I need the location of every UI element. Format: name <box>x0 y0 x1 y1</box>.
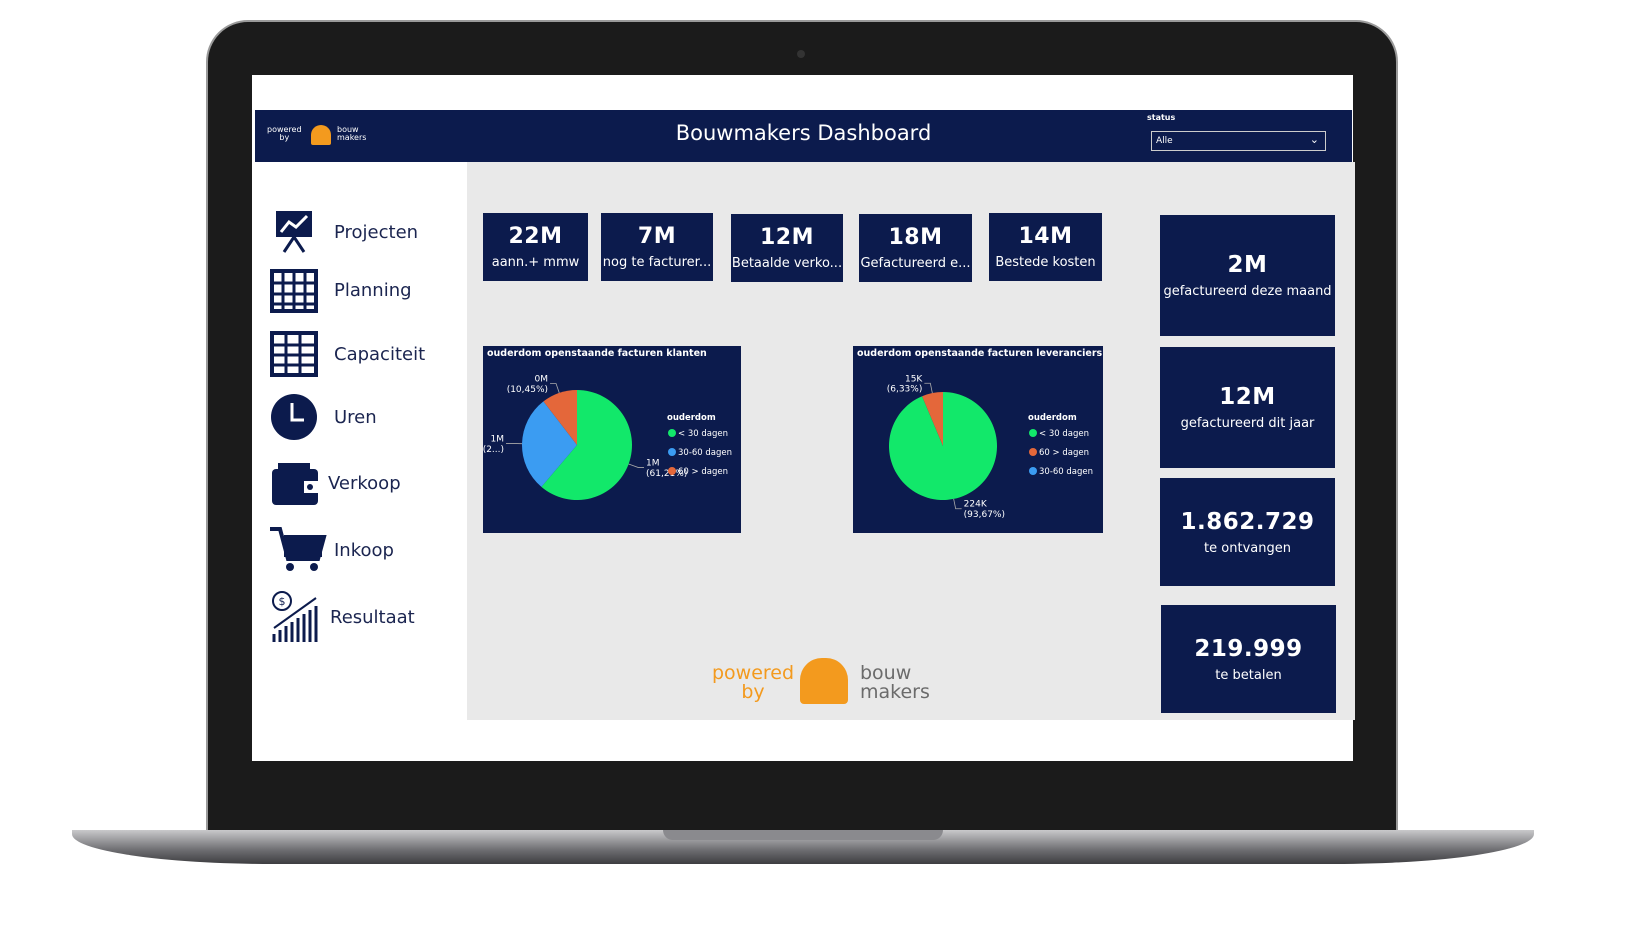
kpi-label: Bestede kosten <box>995 255 1096 270</box>
kpi-card: 22M aann.+ mmw <box>483 213 588 281</box>
side-value: 2M <box>1227 252 1268 278</box>
icon <box>270 269 318 313</box>
side-label: gefactureerd dit jaar <box>1180 416 1315 431</box>
legend-title: ouderdom <box>667 413 716 423</box>
side-card: 2M gefactureerd deze maand <box>1160 215 1335 336</box>
nav-label: Planning <box>334 279 412 301</box>
legend-swatch <box>1029 429 1037 437</box>
kpi-value: 14M <box>1018 224 1073 249</box>
label-leader <box>924 382 933 394</box>
nav-label: Resultaat <box>330 606 415 628</box>
dashboard-title: Bouwmakers Dashboard <box>675 121 932 145</box>
nav-verkoop[interactable]: Verkoop <box>268 458 401 508</box>
kpi-label: aann.+ mmw <box>491 255 580 270</box>
pie-panel: ouderdom openstaande facturen klanten 1M(… <box>483 346 741 533</box>
icon <box>270 527 327 571</box>
data-label: 224K (93,67%) <box>964 500 1005 520</box>
label-leader <box>953 498 962 510</box>
footer-powered: powered by <box>712 662 795 703</box>
pie-slice <box>541 390 632 500</box>
logo-powered: powered by <box>267 125 302 142</box>
filter-value: Alle <box>1156 136 1173 146</box>
nav-resultaat[interactable]: $ Resultaat <box>268 591 415 642</box>
pie-slice <box>922 392 943 446</box>
filter-dropdown[interactable]: Alle ⌄ <box>1151 131 1326 151</box>
kpi-value: 7M <box>637 224 677 249</box>
label-leader <box>550 383 560 394</box>
pie-panel: ouderdom openstaande facturen leverancie… <box>853 346 1103 533</box>
kpi-label: Betaalde verko... <box>731 256 843 271</box>
data-label: 1M (61,21%) <box>646 458 687 478</box>
icon: $ <box>272 591 318 642</box>
legend-label: 60 > dagen <box>1039 448 1089 458</box>
data-label: 15K (6,33%) <box>887 374 924 394</box>
legend-title: ouderdom <box>1028 413 1077 423</box>
legend-label: < 30 dagen <box>1039 429 1089 439</box>
chart-title: ouderdom openstaande facturen klanten <box>487 348 707 359</box>
legend-swatch <box>1029 448 1037 456</box>
side-card: 12M gefactureerd dit jaar <box>1160 347 1335 468</box>
dropdown-arrow: ⌄ <box>1309 133 1319 146</box>
icon <box>271 394 317 440</box>
kpi-card: 12M Betaalde verko... <box>731 214 843 282</box>
side-value: 219.999 <box>1194 635 1303 662</box>
legend-swatch <box>1029 467 1037 475</box>
filter-label: status <box>1147 113 1176 122</box>
legend-label: < 30 dagen <box>678 429 728 439</box>
nav-uren[interactable]: Uren <box>268 392 377 442</box>
pie-slice <box>522 401 577 487</box>
logo-brand: bouw makers <box>337 125 367 142</box>
svg-text:$: $ <box>279 595 286 608</box>
laptop-notch <box>663 830 943 840</box>
icon <box>272 463 318 505</box>
header: powered by bouw makers Bouwmakers Dashbo… <box>255 110 1352 162</box>
side-label: te betalen <box>1215 667 1282 683</box>
nav-label: Inkoop <box>334 539 394 561</box>
side-label: gefactureerd deze maand <box>1163 284 1332 299</box>
kpi-label: Gefactureerd e... <box>860 256 971 271</box>
nav-inkoop[interactable]: Inkoop <box>268 525 394 575</box>
kpi-value: 22M <box>508 224 563 249</box>
side-value: 1.862.729 <box>1180 508 1315 535</box>
kpi-label: nog te facturer... <box>602 255 712 270</box>
side-card: 219.999 te betalen <box>1161 605 1336 713</box>
legend-label: 30-60 dagen <box>678 448 732 458</box>
kpi-value: 18M <box>888 225 943 250</box>
nav-label: Capaciteit <box>334 343 426 365</box>
label-leader <box>628 463 645 468</box>
legend-swatch <box>668 467 676 475</box>
nav-label: Uren <box>334 406 377 428</box>
logo-icon <box>311 125 331 145</box>
legend-swatch <box>668 448 676 456</box>
side-card: 1.862.729 te ontvangen <box>1160 478 1335 586</box>
nav-label: Projecten <box>334 221 419 243</box>
legend-swatch <box>668 429 676 437</box>
icon <box>276 211 312 253</box>
kpi-card: 7M nog te facturer... <box>601 213 713 281</box>
sidebar <box>255 162 467 720</box>
nav-capaciteit[interactable]: Capaciteit <box>268 329 425 379</box>
kpi-value: 12M <box>759 225 814 250</box>
nav-label: Verkoop <box>328 472 401 494</box>
chart-title: ouderdom openstaande facturen leverancie… <box>857 348 1103 359</box>
kpi-card: 14M Bestede kosten <box>989 213 1102 281</box>
legend-label: 60 > dagen <box>678 467 728 477</box>
data-label: 1M (2...) <box>483 434 504 454</box>
nav-projecten[interactable]: Projecten <box>268 207 418 257</box>
nav-planning[interactable]: Planning <box>268 265 412 315</box>
footer-logo-icon <box>800 658 848 704</box>
footer-brand: bouw makers <box>860 662 930 703</box>
pie-slice <box>543 390 577 445</box>
data-label: 0M (10,45%) <box>507 374 548 394</box>
legend-label: 30-60 dagen <box>1039 467 1093 477</box>
kpi-card: 18M Gefactureerd e... <box>859 214 972 282</box>
camera <box>797 50 805 58</box>
icon <box>270 331 318 377</box>
side-label: te ontvangen <box>1204 540 1291 556</box>
side-value: 12M <box>1219 384 1276 410</box>
